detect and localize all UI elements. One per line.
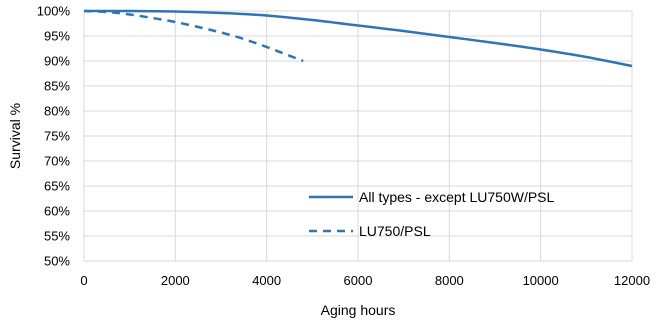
x-axis-title: Aging hours bbox=[321, 302, 396, 318]
series-line-lu750-psl bbox=[83, 9, 304, 63]
y-tick-labels: 50% 55% 60% 65% 70% 75% 80% 85% 90% 95% 100% bbox=[37, 4, 71, 269]
x-tick-label: 2000 bbox=[161, 273, 190, 288]
y-tick-label: 65% bbox=[44, 179, 70, 194]
y-tick-label: 95% bbox=[44, 29, 70, 44]
legend-label-all-types: All types - except LU750W/PSL bbox=[359, 189, 555, 205]
y-tick-label: 50% bbox=[44, 254, 70, 269]
x-tick-labels: 0 2000 4000 6000 8000 10000 12000 bbox=[80, 273, 650, 288]
series-layer bbox=[83, 9, 633, 68]
x-tick-label: 0 bbox=[80, 273, 87, 288]
y-tick-label: 70% bbox=[44, 154, 70, 169]
x-tick-label: 8000 bbox=[435, 273, 464, 288]
y-tick-label: 100% bbox=[37, 4, 71, 19]
series-line-all-types bbox=[83, 9, 633, 68]
legend: All types - except LU750W/PSL LU750/PSL bbox=[309, 189, 555, 239]
y-tick-label: 75% bbox=[44, 129, 70, 144]
y-axis-title: Survival % bbox=[7, 103, 23, 169]
y-tick-label: 85% bbox=[44, 79, 70, 94]
y-tick-label: 80% bbox=[44, 104, 70, 119]
x-tick-label: 12000 bbox=[614, 273, 650, 288]
x-tick-label: 6000 bbox=[344, 273, 373, 288]
x-tick-label: 10000 bbox=[523, 273, 559, 288]
y-tick-label: 55% bbox=[44, 229, 70, 244]
legend-label-lu750-psl: LU750/PSL bbox=[359, 223, 431, 239]
y-tick-label: 60% bbox=[44, 204, 70, 219]
x-tick-label: 4000 bbox=[252, 273, 281, 288]
grid-layer bbox=[83, 10, 633, 262]
y-tick-label: 90% bbox=[44, 54, 70, 69]
